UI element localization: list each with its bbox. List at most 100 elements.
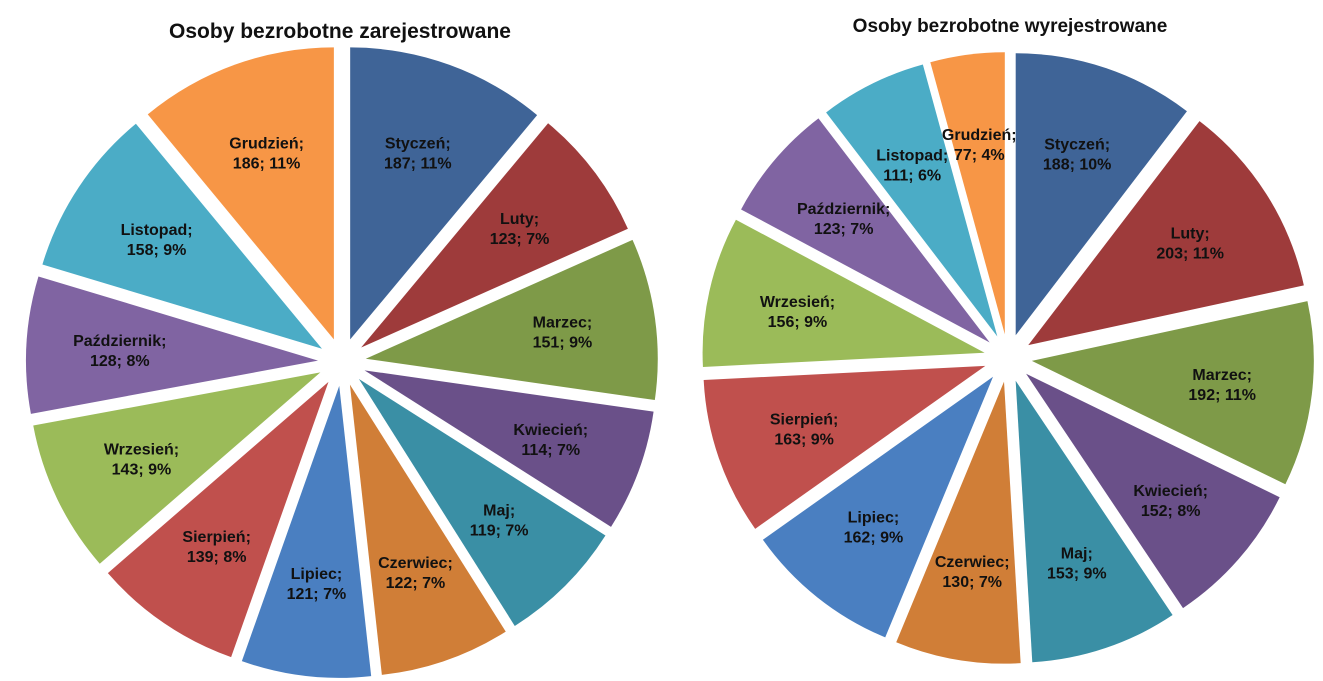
value-label: 123; 7% — [814, 221, 874, 238]
category-label: Marzec — [1192, 367, 1246, 384]
label-separator: ; — [187, 222, 192, 239]
value-label: 187; 11% — [384, 156, 452, 173]
value-label: 203; 11% — [1156, 245, 1224, 262]
data-label: Lipiec; 121; 7% — [287, 566, 347, 603]
data-label: Czerwiec; 130; 7% — [935, 554, 1010, 591]
data-label: Luty; 203; 11% — [1156, 225, 1224, 262]
label-separator: ; — [894, 510, 899, 527]
category-label: Styczeń — [1044, 137, 1104, 154]
pie-slice — [147, 47, 334, 340]
category-label: Styczeń — [385, 136, 445, 153]
pie-slice — [33, 372, 321, 564]
category-label: Marzec — [533, 314, 587, 331]
pie-slice — [361, 123, 628, 348]
data-label: Marzec; 151; 9% — [533, 314, 593, 351]
value-label: 162; 9% — [844, 530, 904, 547]
data-label: Sierpień; 163; 9% — [770, 412, 838, 449]
label-separator: ; — [1105, 137, 1110, 154]
value-label: 119; 7% — [470, 523, 529, 540]
value-label: 128; 8% — [90, 353, 150, 370]
pie-slice — [349, 384, 506, 675]
value-label: 143; 9% — [112, 462, 172, 479]
data-label: Lipiec; 162; 9% — [844, 510, 904, 547]
pie-slice — [42, 123, 323, 349]
category-label: Wrzesień — [760, 294, 830, 311]
data-label: Marzec; 192; 11% — [1188, 367, 1256, 404]
value-label: 139; 8% — [187, 549, 247, 566]
value-label: 130; 7% — [942, 574, 1002, 591]
pie-slice — [741, 118, 990, 343]
value-label: 156; 9% — [768, 314, 828, 331]
data-label: Luty; 123; 7% — [490, 211, 550, 248]
label-separator: ; — [1203, 483, 1208, 500]
data-label: Czerwiec; 122; 7% — [378, 555, 453, 592]
label-separator: ; — [885, 201, 890, 218]
category-label: Październik — [73, 333, 161, 350]
category-label: Kwiecień — [513, 422, 582, 439]
value-label: 163; 9% — [774, 432, 834, 449]
pie-slice — [1031, 301, 1314, 485]
data-label: Listopad; 111; 6% — [876, 148, 948, 185]
label-separator: ; — [833, 412, 838, 429]
label-separator: ; — [299, 136, 304, 153]
category-label: Maj — [483, 503, 510, 520]
data-label: Listopad; 158; 9% — [121, 222, 193, 259]
data-label: Styczeń; 188; 10% — [1043, 137, 1112, 174]
pie-slice — [896, 381, 1021, 664]
category-label: Sierpień — [770, 412, 833, 429]
label-separator: ; — [445, 136, 450, 153]
value-label: 122; 7% — [386, 575, 446, 592]
label-separator: ; — [510, 503, 515, 520]
value-label: 188; 10% — [1043, 157, 1112, 174]
category-label: Listopad — [121, 222, 188, 239]
category-label: Czerwiec — [378, 555, 447, 572]
value-label: 158; 9% — [127, 242, 187, 259]
pie-slice — [107, 381, 329, 658]
label-separator: ; — [587, 314, 592, 331]
data-label: Wrzesień; 143; 9% — [104, 442, 179, 479]
pie-slice — [1026, 373, 1280, 609]
value-label: 152; 8% — [1141, 503, 1201, 520]
label-separator: ; — [830, 294, 835, 311]
pie-slice — [930, 52, 1005, 335]
pie-slice — [826, 64, 998, 337]
data-label: Październik; 123; 7% — [797, 201, 890, 238]
category-label: Grudzień — [229, 136, 298, 153]
category-label: Luty — [500, 211, 534, 228]
value-label: 121; 7% — [287, 586, 347, 603]
label-separator: ; — [1247, 367, 1252, 384]
data-label: Kwiecień; 114; 7% — [513, 422, 588, 459]
pie-slice — [702, 219, 985, 367]
value-label: 151; 9% — [533, 334, 593, 351]
label-separator: ; — [1004, 554, 1009, 571]
data-label: Grudzień; 77; 4% — [942, 127, 1017, 164]
label-separator: ; — [447, 555, 452, 572]
pie-slice — [358, 378, 606, 626]
chart-title: Osoby bezrobotne zarejestrowane — [169, 20, 511, 43]
category-label: Lipiec — [291, 566, 337, 583]
value-label: 123; 7% — [490, 231, 550, 248]
category-label: Maj — [1061, 545, 1088, 562]
category-label: Sierpień — [182, 529, 245, 546]
label-separator: ; — [1204, 225, 1209, 242]
label-separator: ; — [943, 148, 948, 165]
pie-slice — [241, 385, 372, 678]
data-label: Grudzień; 186; 11% — [229, 136, 304, 173]
category-label: Czerwiec — [935, 554, 1004, 571]
data-label: Sierpień; 139; 8% — [182, 529, 250, 566]
pie-slice — [365, 239, 658, 401]
pie-slice — [26, 276, 319, 414]
pie-slice — [350, 47, 538, 340]
pie-slice — [762, 376, 994, 638]
label-separator: ; — [1011, 127, 1016, 144]
data-label: Maj; 119; 7% — [470, 503, 529, 540]
label-separator: ; — [583, 422, 588, 439]
value-label: 111; 6% — [883, 168, 941, 185]
category-label: Luty — [1171, 225, 1205, 242]
value-label: 186; 11% — [233, 156, 301, 173]
pie-slice — [703, 365, 986, 529]
data-label: Październik; 128; 8% — [73, 333, 166, 370]
label-separator: ; — [534, 211, 539, 228]
value-label: 192; 11% — [1188, 387, 1256, 404]
data-label: Kwiecień; 152; 8% — [1133, 483, 1208, 520]
